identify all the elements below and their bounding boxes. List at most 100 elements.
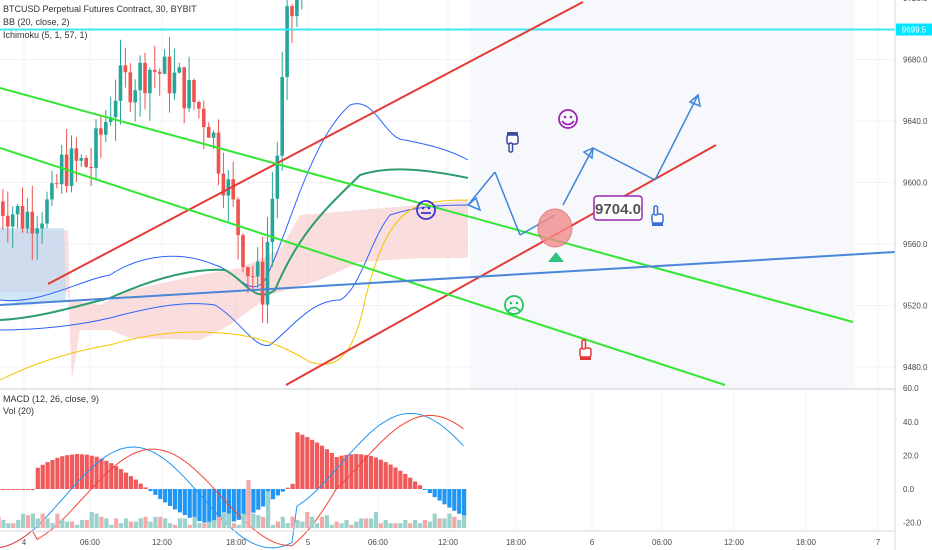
candle-body	[221, 173, 226, 196]
macd-histogram-bar	[329, 452, 334, 489]
volume-bar	[364, 518, 369, 528]
macd-histogram-bar	[25, 489, 31, 490]
arrow-head	[466, 196, 482, 212]
macd-histogram-bar	[368, 455, 374, 489]
candle-body	[241, 235, 245, 268]
macd-histogram-bar	[104, 460, 109, 489]
volume-bar	[45, 518, 50, 528]
annotations: 9704.0	[416, 109, 664, 360]
candle-body	[197, 102, 201, 109]
hand-palm	[651, 213, 664, 224]
volume-bar	[266, 491, 271, 528]
volume-bar	[246, 480, 251, 528]
volume-bar	[437, 518, 442, 528]
candle-body	[255, 261, 260, 277]
macd-histogram-bar	[251, 489, 256, 513]
macd-histogram-bar	[192, 489, 197, 520]
volume-bar	[16, 520, 21, 528]
macd-histogram-bar	[349, 454, 354, 489]
macd-histogram-bar	[270, 489, 276, 500]
hand-pointer-up-icon	[579, 339, 592, 360]
macd-histogram-bar	[153, 489, 158, 495]
volume-bar	[422, 520, 427, 528]
legend-ichimoku: Ichimoku (5, 1, 57, 1)	[3, 30, 88, 40]
channel-lower-line	[285, 144, 717, 386]
legend-symbol: BTCUSD Perpetual Futures Contract, 30, B…	[3, 4, 197, 14]
face-outline	[558, 109, 578, 129]
candle-body	[128, 72, 133, 103]
candle-body	[167, 56, 172, 94]
volume-bar	[70, 521, 75, 528]
volume-bar	[417, 523, 423, 528]
volume-bar	[109, 524, 114, 528]
macd-pane	[0, 412, 467, 549]
candle-body	[138, 62, 142, 91]
face-outline	[504, 295, 524, 315]
macd-histogram-bar	[123, 472, 129, 489]
macd-histogram-bar	[383, 462, 388, 489]
time-tick-label: 18:00	[226, 538, 247, 547]
volume-bar	[398, 523, 403, 528]
macd-histogram-bar	[457, 489, 462, 514]
macd-histogram-bar	[114, 466, 119, 489]
macd-histogram-bar	[148, 489, 153, 492]
candle-body	[285, 6, 289, 77]
macd-histogram-bar	[40, 464, 45, 489]
cloud-red	[0, 200, 468, 380]
macd-histogram-bar	[241, 489, 246, 518]
macd-histogram-bar	[290, 483, 295, 489]
volume-bar	[40, 513, 45, 528]
price-tick-label: 9680.0	[903, 56, 928, 65]
volume-bar	[368, 518, 374, 528]
face-mouth	[507, 306, 521, 312]
price-label: 9699.5	[902, 26, 927, 35]
volume-bar	[457, 520, 462, 528]
face-eye	[509, 301, 513, 305]
volume-bar	[403, 520, 408, 528]
volume-bar	[74, 524, 80, 528]
hand-cuff	[580, 357, 591, 360]
candle-body	[246, 267, 250, 277]
candle-body	[74, 148, 79, 161]
volume-bar	[462, 515, 467, 528]
volume-bar	[270, 524, 276, 528]
macd-histogram-bar	[310, 439, 315, 489]
candle-body	[118, 65, 123, 101]
forecast-arrow	[592, 147, 656, 181]
macd-histogram-bar	[437, 489, 442, 501]
candle-body	[251, 276, 255, 278]
hand-finger	[653, 205, 659, 216]
descending-green-upper	[0, 87, 854, 323]
macd-histogram-bar	[35, 467, 40, 489]
volume-bar	[25, 515, 31, 528]
time-tick-label: 06:00	[368, 538, 389, 547]
macd-histogram-bar	[6, 489, 11, 490]
volume-bar	[334, 521, 339, 528]
hand-pointer-up-icon	[651, 205, 664, 226]
macd-histogram-bar	[256, 489, 261, 510]
price-tick-label: 9720.0	[903, 0, 928, 3]
volume-bar	[383, 520, 388, 528]
volume-bar	[349, 524, 354, 528]
volume-bar	[324, 515, 329, 528]
candle-body	[20, 205, 25, 229]
macd-histogram-bar	[413, 481, 418, 489]
volume-bar	[339, 523, 344, 528]
volume-bar	[128, 521, 133, 528]
volume-bar	[413, 520, 418, 528]
volume-bar	[256, 515, 261, 528]
candlestick-series	[1, 0, 303, 324]
macd-histogram-bar	[442, 489, 447, 505]
macd-histogram-bar	[417, 485, 423, 489]
volume-bar	[408, 523, 413, 528]
volume-bar	[6, 523, 11, 528]
volume-bar	[212, 520, 217, 528]
volume-bar	[1, 520, 6, 528]
volume-bar	[285, 523, 290, 528]
volume-bar	[207, 521, 212, 528]
lagging-span	[0, 199, 469, 381]
candle-body	[260, 261, 265, 305]
macd-histogram-bar	[261, 489, 266, 507]
volume-bar	[393, 523, 398, 528]
macd-histogram-bar	[197, 489, 202, 522]
